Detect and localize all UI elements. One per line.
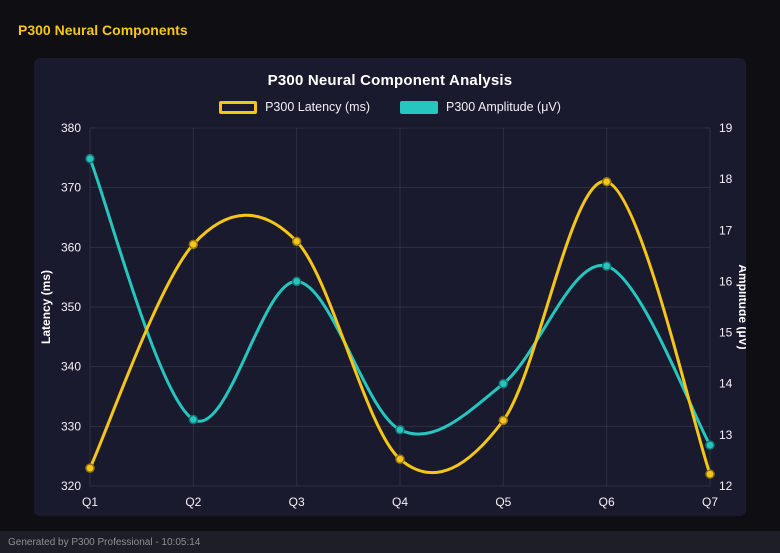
x-axis-tick: Q3 xyxy=(289,495,305,509)
data-point[interactable] xyxy=(291,236,302,247)
x-axis-tick: Q2 xyxy=(185,495,201,509)
line-chart[interactable]: 320 330 340 350 360 370 380 12 13 14 15 16 17 18 19 Q1 Q… xyxy=(34,119,746,515)
legend-swatch-amplitude xyxy=(400,100,438,114)
right-axis-tick: 12 xyxy=(719,479,733,493)
right-axis-tick: 15 xyxy=(719,326,733,340)
data-point[interactable] xyxy=(705,469,715,479)
data-point[interactable] xyxy=(188,414,199,425)
x-axis-tick: Q7 xyxy=(702,495,718,509)
x-axis-tick: Q1 xyxy=(82,495,98,509)
series-amplitude xyxy=(85,153,715,450)
left-axis-title: Latency (ms) xyxy=(39,270,53,344)
page-title: P300 Neural Components xyxy=(18,22,188,38)
chart-title: P300 Neural Component Analysis xyxy=(267,72,513,89)
data-point[interactable] xyxy=(601,261,612,271)
series-latency xyxy=(85,176,715,479)
status-text: Generated by P300 Professional - 10:05:1… xyxy=(8,536,201,548)
data-point[interactable] xyxy=(601,176,612,187)
data-point[interactable] xyxy=(498,415,509,426)
data-point[interactable] xyxy=(395,454,405,464)
left-axis-tick: 320 xyxy=(61,479,81,493)
right-axis-title: Amplitude (μV) xyxy=(736,264,746,349)
right-axis-tick: 13 xyxy=(719,428,733,442)
left-axis-tick: 350 xyxy=(61,300,81,314)
data-point[interactable] xyxy=(85,153,95,164)
right-axis-tick: 19 xyxy=(719,121,733,135)
legend-swatch-latency xyxy=(219,100,258,114)
right-axis-tick: 16 xyxy=(719,274,733,288)
x-axis-tick: Q4 xyxy=(392,495,408,509)
x-axis-tick: Q5 xyxy=(495,495,511,509)
data-point[interactable] xyxy=(188,239,199,250)
left-axis-tick: 330 xyxy=(61,419,81,433)
left-axis-tick: 360 xyxy=(61,240,81,254)
status-bar: Generated by P300 Professional - 10:05:1… xyxy=(0,531,780,553)
right-axis-tick: 17 xyxy=(719,223,733,237)
right-axis-tick: 18 xyxy=(719,172,733,186)
chart-panel: P300 Neural Component Analysis P300 Late… xyxy=(34,58,746,516)
data-point[interactable] xyxy=(85,463,95,473)
left-axis-tick: 380 xyxy=(61,121,81,135)
left-axis-tick: 340 xyxy=(61,360,81,374)
left-axis-tick: 370 xyxy=(61,181,81,195)
data-point[interactable] xyxy=(395,424,405,435)
legend-item-latency[interactable]: P300 Latency (ms) xyxy=(219,100,370,114)
x-axis-tick: Q6 xyxy=(599,495,615,509)
legend-label-amplitude: P300 Amplitude (μV) xyxy=(446,100,561,114)
chart-legend: P300 Latency (ms) P300 Amplitude (μV) xyxy=(34,100,746,114)
legend-label-latency: P300 Latency (ms) xyxy=(265,100,370,114)
data-point[interactable] xyxy=(705,440,715,450)
axis-tick-labels: 320 330 340 350 360 370 380 12 13 14 15 16 17 18 19 Q1 Q… xyxy=(61,121,733,509)
right-axis-tick: 14 xyxy=(719,377,733,391)
data-point[interactable] xyxy=(291,276,302,287)
gridlines xyxy=(89,127,711,487)
legend-item-amplitude[interactable]: P300 Amplitude (μV) xyxy=(400,100,561,114)
data-point[interactable] xyxy=(498,378,509,389)
